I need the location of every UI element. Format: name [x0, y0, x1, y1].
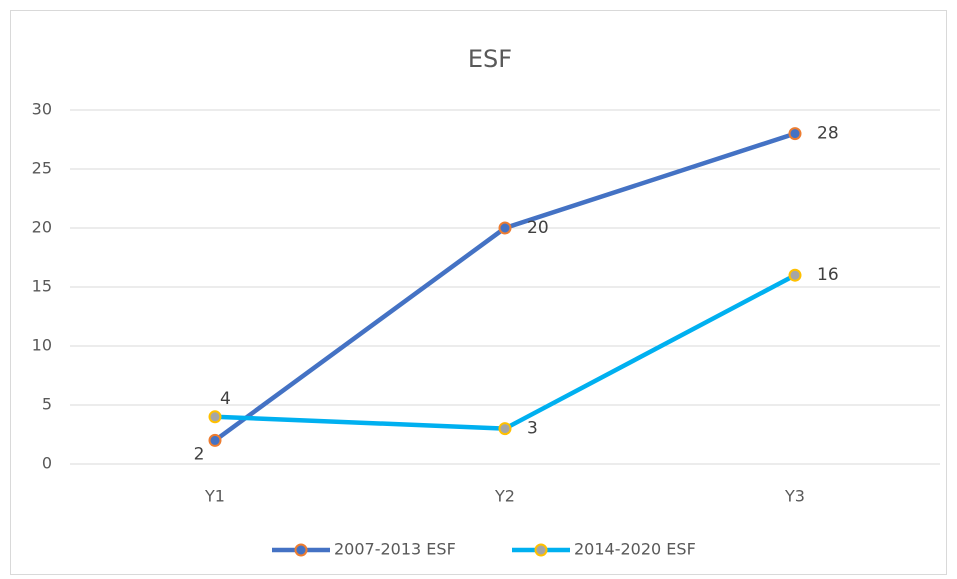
data-point	[788, 127, 802, 141]
data-point	[208, 410, 222, 424]
y-tick-label: 15	[32, 277, 52, 296]
y-tick-label: 25	[32, 159, 52, 178]
legend-marker	[294, 543, 308, 557]
data-label: 28	[817, 124, 839, 144]
y-tick-label: 30	[32, 100, 52, 119]
legend-marker	[534, 543, 548, 557]
chart-border	[10, 10, 947, 575]
data-label: 4	[220, 389, 231, 409]
data-label: 20	[527, 218, 549, 238]
data-point	[498, 422, 512, 436]
y-tick-label: 0	[42, 454, 52, 473]
chart-title: ESF	[468, 45, 512, 73]
legend-label: 2014-2020 ESF	[574, 540, 696, 559]
x-tick-label: Y1	[204, 487, 225, 506]
y-tick-label: 5	[42, 395, 52, 414]
data-point	[208, 433, 222, 447]
legend-label: 2007-2013 ESF	[334, 540, 456, 559]
x-tick-label: Y2	[494, 487, 515, 506]
data-label: 16	[817, 265, 839, 285]
y-tick-label: 10	[32, 336, 52, 355]
data-point	[788, 268, 802, 282]
data-point	[498, 221, 512, 235]
x-tick-label: Y3	[784, 487, 805, 506]
data-label: 3	[527, 419, 538, 439]
y-tick-label: 20	[32, 218, 52, 237]
data-label: 2	[194, 444, 205, 464]
